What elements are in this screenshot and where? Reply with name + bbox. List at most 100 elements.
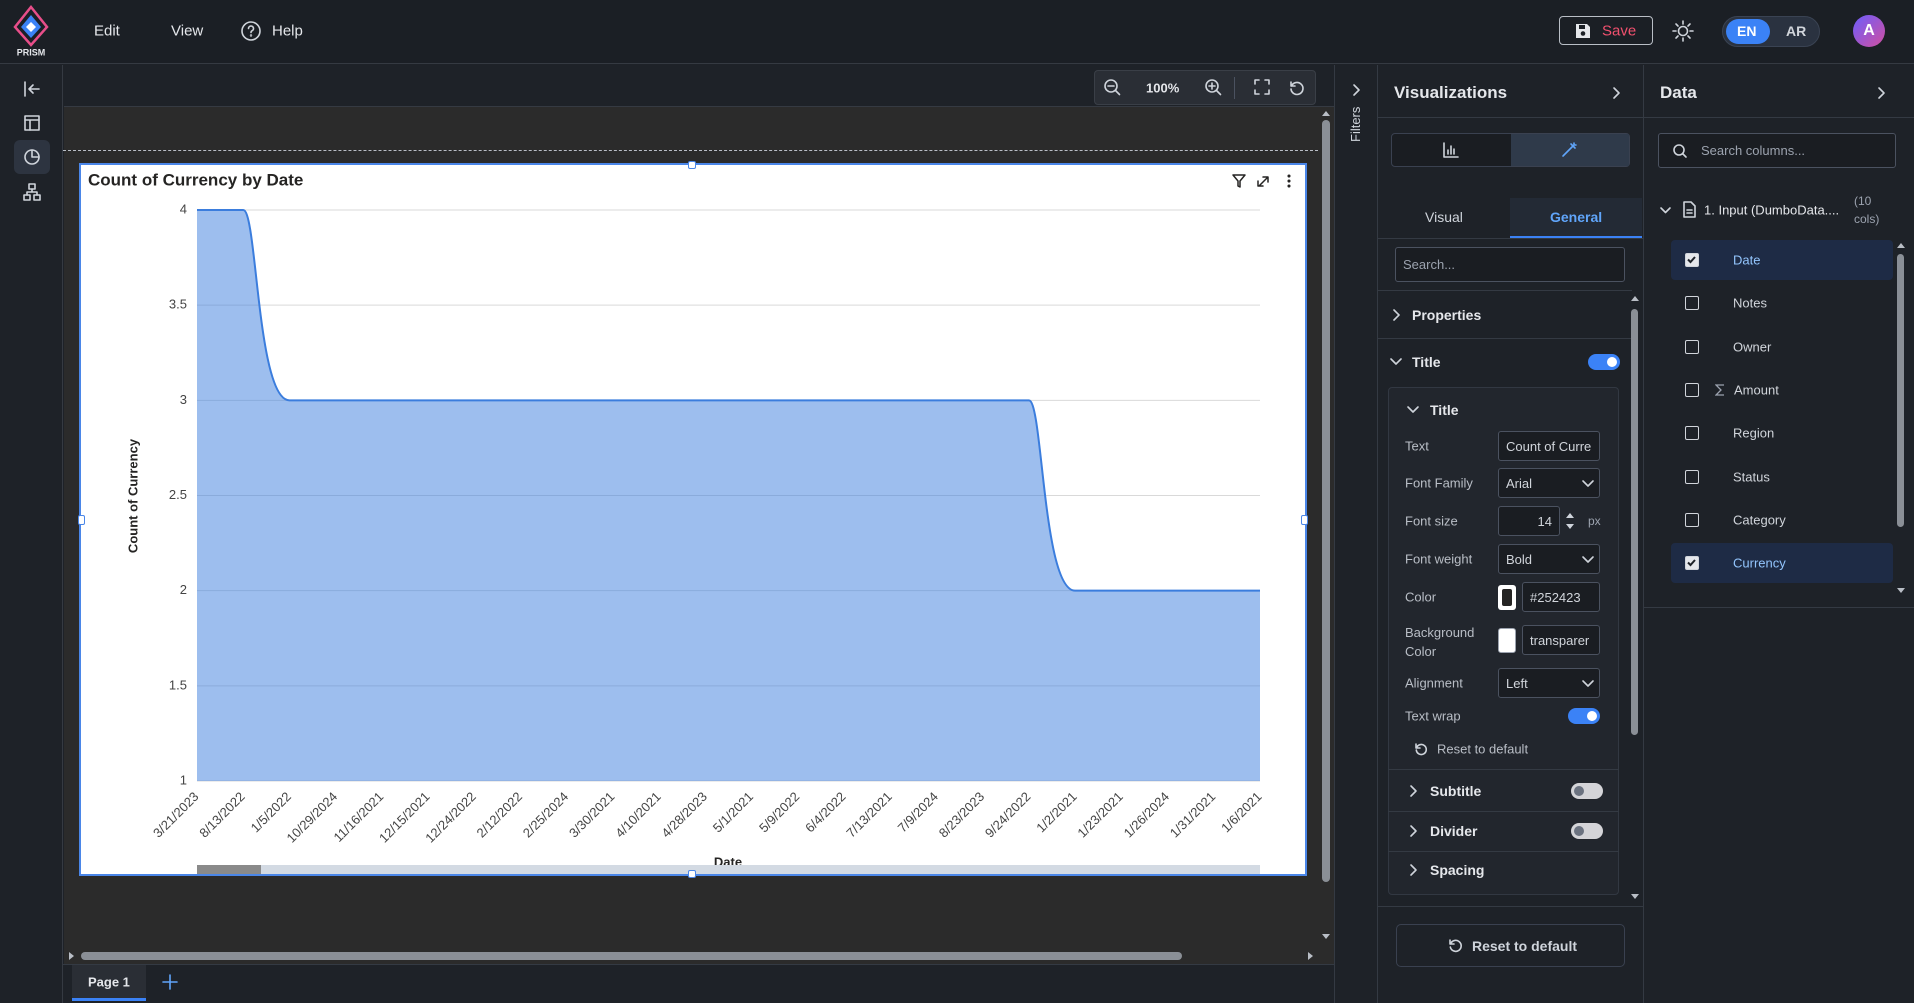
source-name[interactable]: 1. Input (DumboData....: [1704, 202, 1840, 218]
dropdown[interactable]: Arial: [1498, 468, 1600, 498]
sidebar-layout[interactable]: [23, 114, 41, 132]
viz-search[interactable]: Search...: [1395, 247, 1625, 282]
column-search[interactable]: Search columns...: [1658, 133, 1896, 168]
viz-collapse[interactable]: [1612, 87, 1622, 99]
checkbox[interactable]: [1685, 512, 1699, 527]
chevron-down: [1660, 207, 1671, 214]
column-name[interactable]: Amount: [1734, 382, 1779, 398]
card-handle[interactable]: [688, 870, 696, 878]
divider: [1643, 607, 1914, 608]
section-properties[interactable]: Properties: [1412, 307, 1482, 323]
subsection[interactable]: Spacing: [1430, 862, 1485, 878]
measure-icon: [1714, 383, 1725, 397]
menu-help[interactable]: Help: [272, 22, 303, 40]
group-title[interactable]: Title: [1430, 402, 1459, 418]
x-tick-label: 7/13/2021: [843, 789, 895, 841]
chevron-down: [1407, 406, 1419, 413]
zoom-in[interactable]: [1204, 78, 1222, 96]
format-icon[interactable]: [1561, 142, 1577, 158]
canvas-v-scroll[interactable]: [1322, 120, 1330, 882]
text-wrap-toggle[interactable]: [1568, 708, 1600, 724]
color-swatch-frame[interactable]: [1498, 628, 1516, 653]
source-count: (10 cols): [1854, 194, 1880, 226]
menu-view[interactable]: View: [171, 22, 204, 40]
add-page[interactable]: [162, 974, 178, 990]
column-name[interactable]: Notes: [1733, 295, 1767, 311]
chart-scroll-thumb[interactable]: [197, 865, 261, 874]
tab-visual[interactable]: Visual: [1425, 209, 1463, 225]
x-tick-label: 1/6/2021: [1218, 789, 1264, 835]
reset-zoom[interactable]: [1288, 79, 1304, 96]
y-tick-label: 3: [180, 392, 187, 407]
language-ar[interactable]: AR: [1786, 23, 1807, 39]
checkbox[interactable]: [1685, 296, 1699, 311]
data-collapse[interactable]: [1877, 87, 1887, 99]
checkbox[interactable]: [1685, 556, 1699, 571]
spinner[interactable]: [1564, 508, 1576, 534]
divider: [1388, 851, 1619, 852]
y-tick-label: 3.5: [169, 297, 187, 312]
divider: [1388, 769, 1619, 770]
x-tick-label: 7/9/2024: [895, 789, 941, 835]
avatar[interactable]: A: [1853, 15, 1885, 47]
card-handle[interactable]: [688, 161, 696, 169]
sidebar-exit[interactable]: [23, 80, 41, 98]
menu-edit[interactable]: Edit: [94, 22, 120, 40]
zoom-divider: [1234, 77, 1235, 99]
x-tick-label: 2/12/2022: [474, 789, 526, 841]
canvas-h-scroll[interactable]: [81, 952, 1182, 960]
color-input[interactable]: transparer: [1522, 625, 1600, 655]
chart-card[interactable]: Count of Currency by Date Count of Curre…: [79, 163, 1307, 876]
x-tick-label: 9/24/2022: [982, 789, 1034, 841]
sidebar-chart[interactable]: [23, 148, 41, 166]
sidebar-model[interactable]: [23, 183, 41, 201]
reset-button[interactable]: [1396, 924, 1625, 967]
chevron-right: [1410, 785, 1417, 797]
color-swatch: [1502, 589, 1512, 606]
title-toggle[interactable]: [1588, 354, 1620, 370]
filters-expand[interactable]: [1352, 84, 1362, 96]
fit-screen[interactable]: [1254, 79, 1270, 95]
column-name[interactable]: Currency: [1733, 555, 1786, 571]
checkbox[interactable]: [1685, 426, 1699, 441]
column-name[interactable]: Region: [1733, 425, 1775, 441]
viz-scrollbar[interactable]: [1631, 309, 1638, 735]
number-input[interactable]: 14: [1498, 506, 1560, 536]
divider-toggle[interactable]: [1571, 823, 1603, 839]
chart-type-icon[interactable]: [1443, 142, 1459, 158]
subsection[interactable]: Subtitle: [1430, 783, 1482, 799]
checkbox[interactable]: [1685, 469, 1699, 484]
panel-border: [1643, 65, 1644, 1003]
checkbox[interactable]: [1685, 382, 1699, 397]
column-name[interactable]: Date: [1733, 252, 1761, 268]
dropdown-arrow: [1582, 556, 1594, 563]
checkbox[interactable]: [1685, 339, 1699, 354]
panel-border: [1377, 65, 1378, 1003]
column-name[interactable]: Owner: [1733, 339, 1772, 355]
reset-link[interactable]: Reset to default: [1437, 741, 1529, 757]
save-button[interactable]: [1559, 16, 1653, 45]
page-tab[interactable]: [72, 965, 146, 1001]
zoom-out[interactable]: [1103, 78, 1121, 96]
x-tick-label: 3/21/2023: [150, 789, 202, 841]
color-input[interactable]: #252423: [1522, 582, 1600, 612]
data-scrollbar[interactable]: [1897, 254, 1904, 527]
dropdown[interactable]: Bold: [1498, 544, 1600, 574]
column-name[interactable]: Status: [1733, 469, 1770, 484]
column-name[interactable]: Category: [1733, 512, 1786, 528]
dropdown[interactable]: Left: [1498, 668, 1600, 698]
subsection[interactable]: Divider: [1430, 823, 1478, 839]
divider: [1377, 338, 1632, 339]
filters-label[interactable]: Filters: [1348, 106, 1363, 142]
card-handle[interactable]: [1301, 515, 1308, 525]
chevron-down: [1390, 358, 1402, 365]
section-title[interactable]: Title: [1412, 354, 1441, 370]
logo[interactable]: PRISM: [8, 5, 54, 59]
theme-icon[interactable]: [1672, 20, 1694, 42]
subtitle-toggle[interactable]: [1571, 783, 1603, 799]
text-input[interactable]: Count of Curre: [1498, 431, 1600, 461]
tab-general[interactable]: General: [1550, 209, 1603, 225]
card-handle[interactable]: [78, 515, 85, 525]
checkbox[interactable]: [1685, 253, 1699, 267]
language-en[interactable]: EN: [1737, 23, 1757, 39]
